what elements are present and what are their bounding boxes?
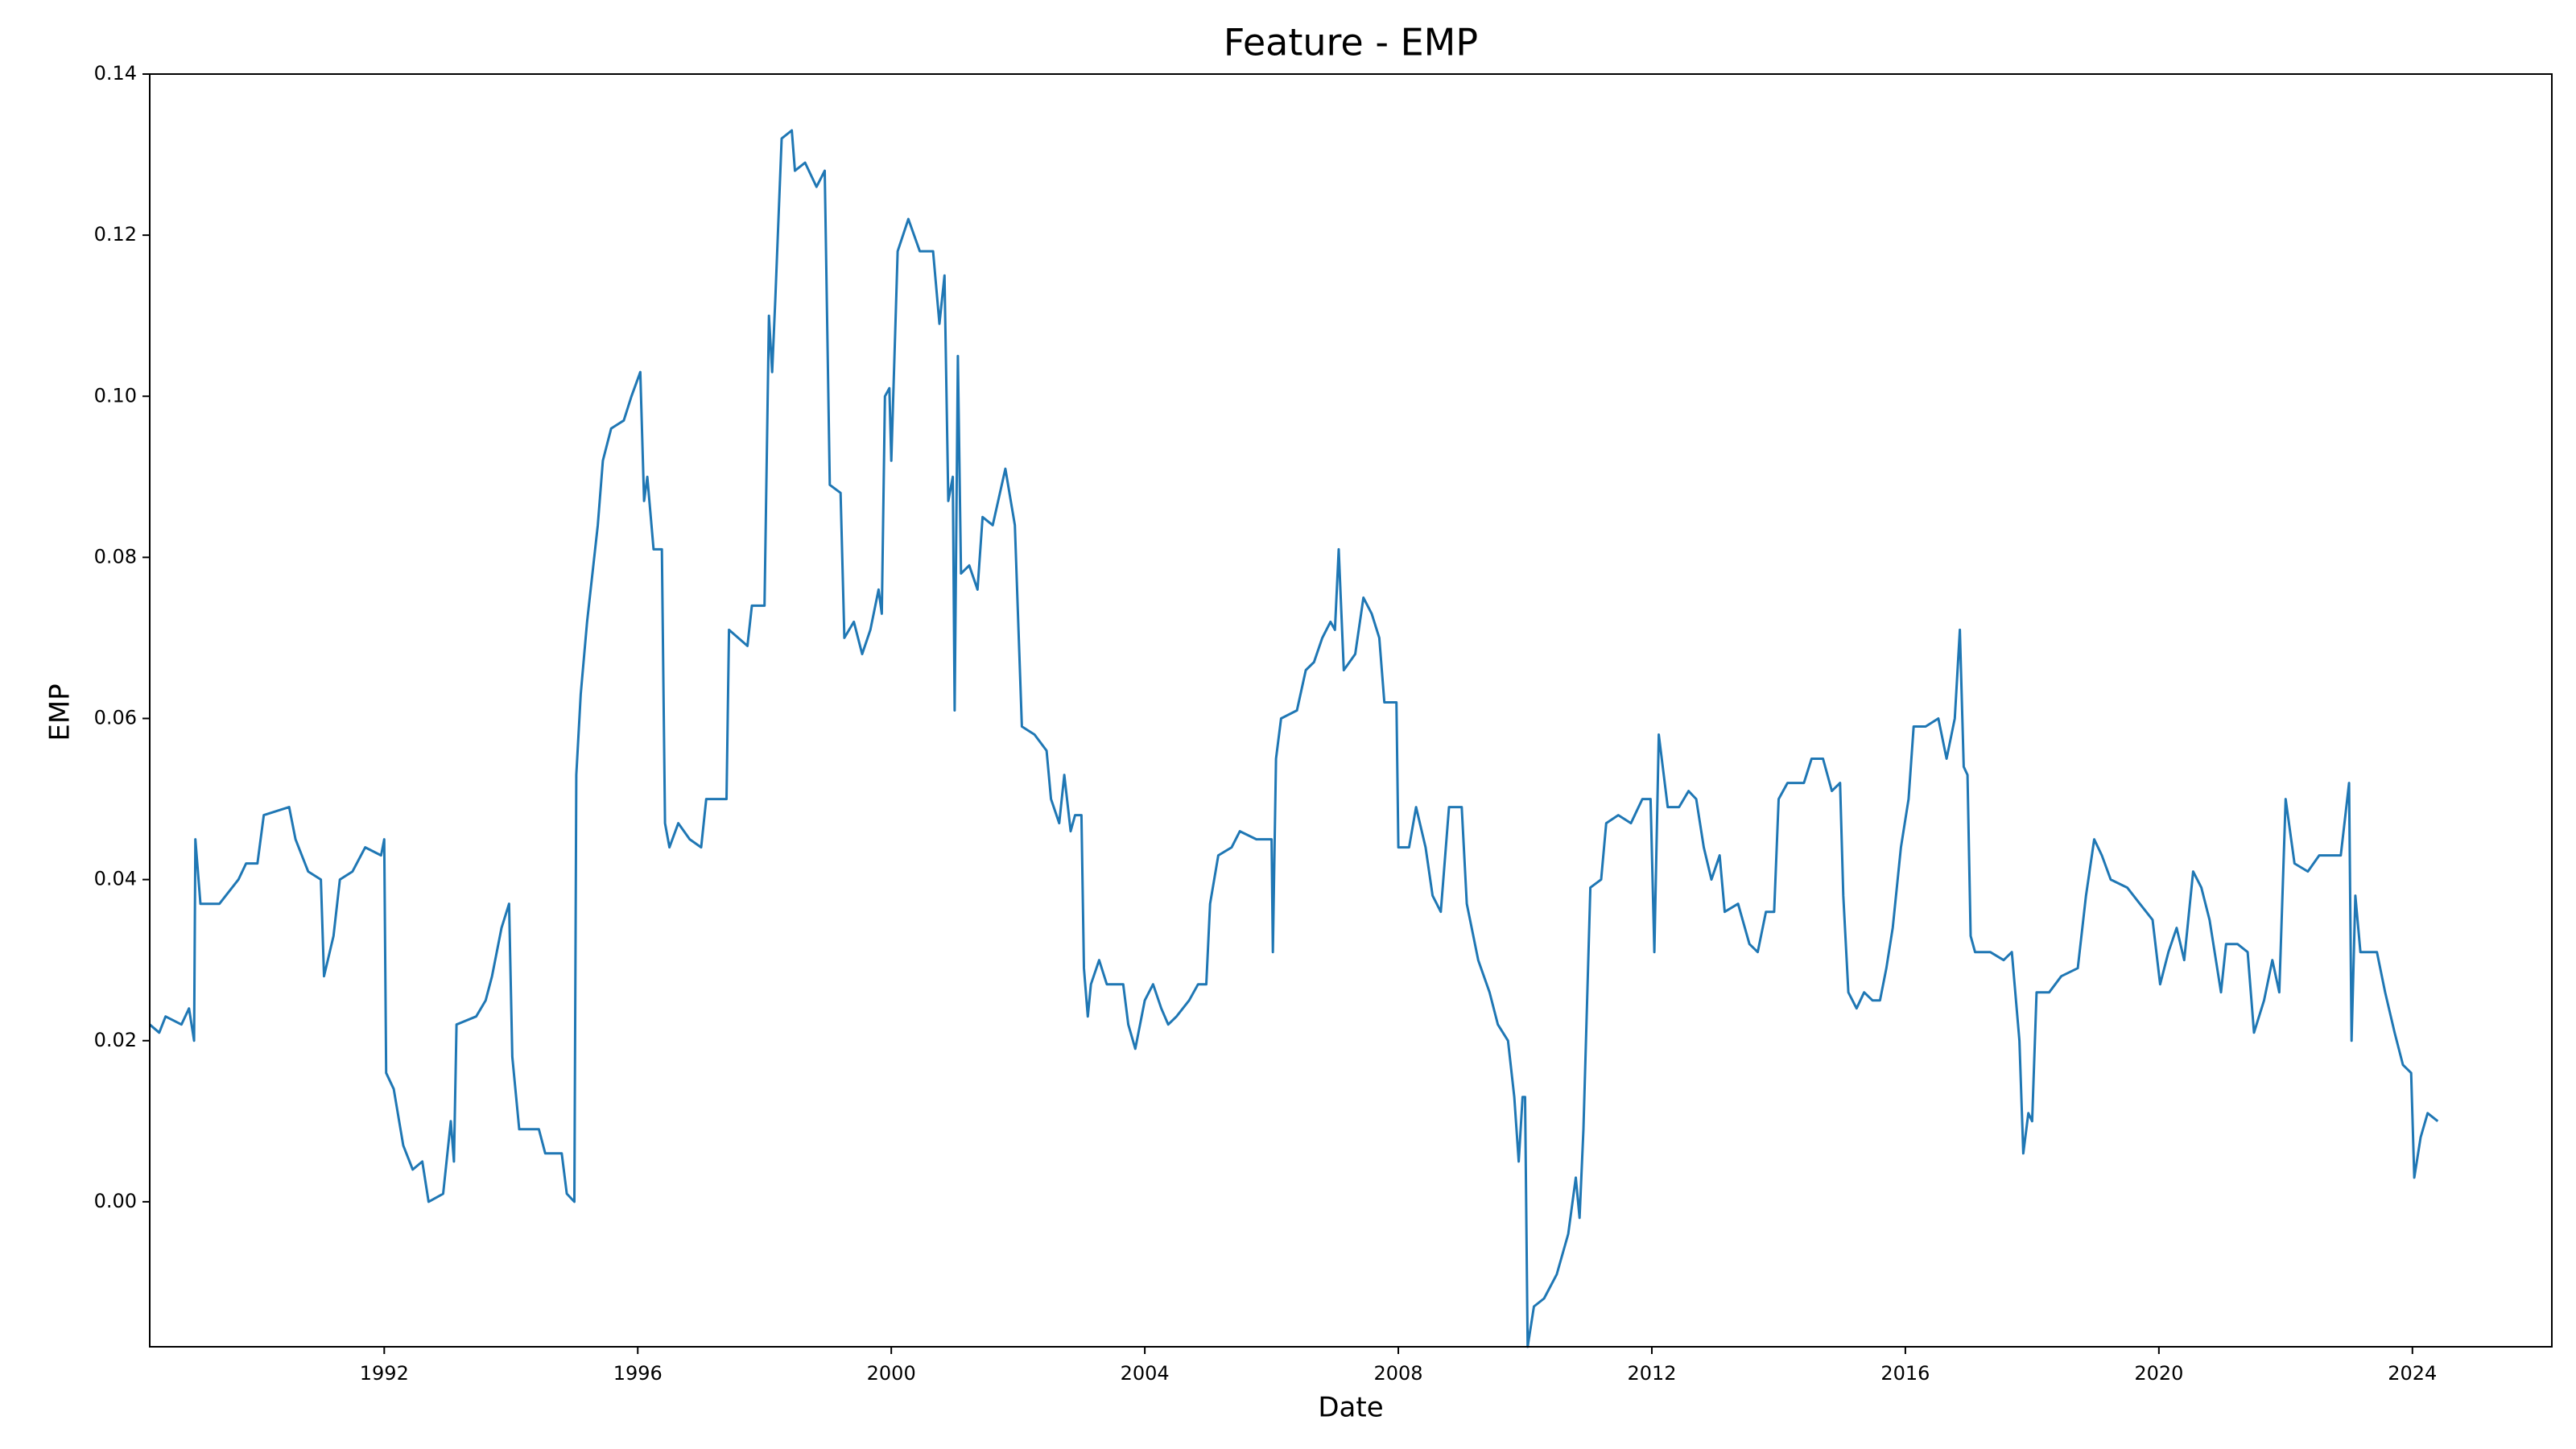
x-tick-label: 2024 bbox=[2388, 1362, 2437, 1385]
plot-frame bbox=[149, 73, 2553, 1348]
chart-title: Feature - EMP bbox=[1224, 21, 1478, 64]
y-tick-label: 0.08 bbox=[94, 545, 137, 568]
x-axis-label: Date bbox=[1318, 1392, 1383, 1424]
x-tick-label: 1992 bbox=[360, 1362, 409, 1385]
x-tick-label: 2004 bbox=[1121, 1362, 1170, 1385]
y-tick-label: 0.14 bbox=[94, 62, 137, 85]
y-tick-label: 0.02 bbox=[94, 1029, 137, 1051]
y-tick-label: 0.06 bbox=[94, 707, 137, 729]
y-axis-label: EMP bbox=[44, 683, 76, 741]
x-tick-label: 1996 bbox=[613, 1362, 663, 1385]
y-tick-label: 0.04 bbox=[94, 868, 137, 890]
x-tick-label: 2000 bbox=[867, 1362, 916, 1385]
data-line bbox=[149, 129, 2439, 1348]
x-tick-label: 2016 bbox=[1880, 1362, 1930, 1385]
x-tick-label: 2012 bbox=[1627, 1362, 1676, 1385]
x-tick-label: 2008 bbox=[1374, 1362, 1423, 1385]
x-tick-label: 2020 bbox=[2134, 1362, 2183, 1385]
y-tick-label: 0.10 bbox=[94, 384, 137, 407]
y-tick-label: 0.00 bbox=[94, 1190, 137, 1212]
y-tick-label: 0.12 bbox=[94, 223, 137, 246]
